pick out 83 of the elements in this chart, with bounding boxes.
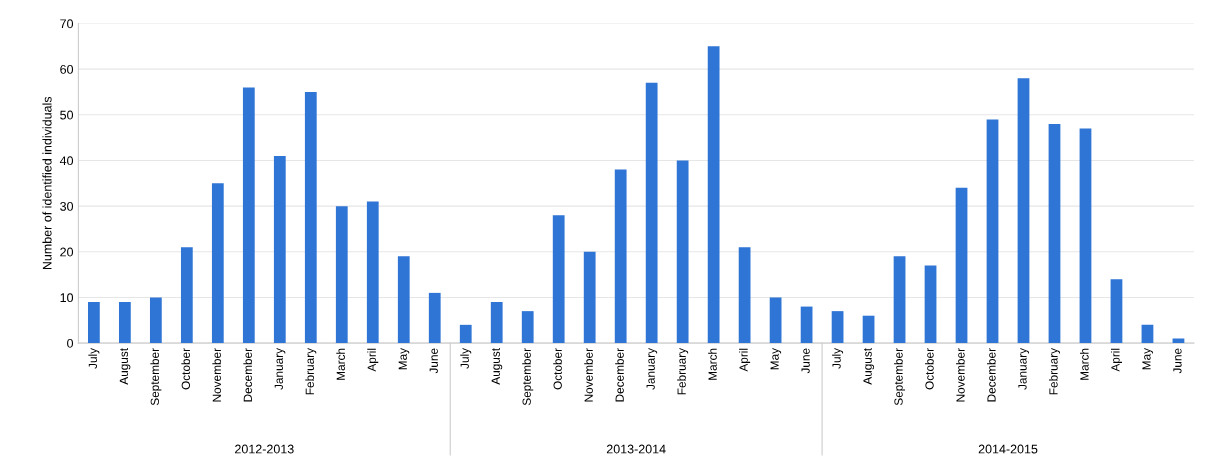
bar — [583, 251, 596, 344]
x-tick-label: June — [801, 348, 810, 374]
y-tick-label: 20 — [60, 247, 74, 257]
x-tick-label: May — [1142, 347, 1153, 370]
bar — [366, 201, 379, 344]
x-tick-label: July — [832, 347, 844, 369]
bar — [645, 82, 658, 344]
y-tick-label: 0 — [67, 338, 74, 348]
bar — [1048, 123, 1061, 344]
x-tick-label: October — [925, 348, 934, 390]
bar — [862, 315, 875, 344]
x-tick-label: January — [646, 347, 658, 390]
x-tick-label: September — [522, 348, 534, 406]
y-tick-label: 10 — [60, 293, 74, 303]
y-tick-label: 40 — [59, 156, 74, 166]
bar — [273, 155, 286, 344]
x-tick-label: February — [677, 347, 689, 395]
bar — [552, 215, 565, 344]
bar — [800, 306, 813, 344]
x-tick-label: August — [119, 348, 131, 385]
bar — [614, 169, 627, 344]
x-tick-label: April — [1110, 348, 1122, 372]
x-tick-label: December — [615, 348, 624, 402]
y-tick-label: 60 — [60, 64, 74, 74]
x-tick-label: November — [956, 348, 965, 402]
bar — [88, 302, 100, 344]
bar — [304, 91, 317, 344]
bar — [707, 46, 720, 344]
x-tick-label: December — [243, 348, 252, 402]
x-tick-label: September — [894, 348, 906, 406]
x-tick-label: May — [770, 347, 782, 370]
bar — [769, 297, 782, 344]
y-tick-label: 50 — [60, 110, 74, 120]
x-tick-label: September — [150, 348, 162, 406]
bar — [1017, 78, 1030, 344]
bar — [459, 324, 472, 344]
bar — [831, 311, 844, 344]
bar — [149, 297, 162, 344]
x-tick-label: March — [336, 348, 345, 380]
x-tick-label: April — [739, 348, 751, 372]
x-tick-label: March — [1079, 348, 1089, 380]
bar — [211, 183, 224, 344]
y-tick-label: 70 — [60, 19, 74, 29]
x-tick-label: October — [181, 348, 191, 390]
bar — [893, 256, 906, 344]
x-tick-label: June — [429, 348, 438, 374]
x-tick-label: February — [1048, 347, 1060, 395]
x-tick-label: February — [305, 347, 317, 395]
text: 2014-2015 — [978, 444, 1038, 454]
x-tick-label: January — [274, 347, 286, 390]
x-tick-label: July — [460, 347, 472, 369]
bar — [738, 247, 751, 344]
x-tick-label: December — [987, 348, 996, 402]
bar — [242, 87, 255, 344]
bar — [397, 256, 410, 344]
text: 2013-2014 — [606, 444, 666, 454]
text: 2012-2013 — [235, 444, 294, 454]
x-tick-label: March — [708, 348, 717, 380]
x-tick-label: November — [212, 348, 221, 402]
bar — [335, 206, 348, 344]
bar — [986, 119, 999, 344]
bar — [955, 187, 968, 344]
bar — [1110, 279, 1123, 344]
bar — [1141, 324, 1154, 344]
y-tick-label: 30 — [60, 201, 74, 211]
bar — [521, 311, 534, 344]
bar — [428, 292, 441, 344]
x-tick-label: April — [367, 348, 379, 372]
x-tick-label: January — [1018, 347, 1030, 390]
x-tick-label: August — [863, 348, 875, 385]
bar — [924, 265, 937, 344]
y-axis-title: Number of identified individuals — [42, 96, 52, 270]
bar — [118, 302, 131, 344]
x-tick-label: July — [88, 347, 100, 369]
bar — [676, 160, 689, 344]
bar — [1079, 128, 1092, 344]
x-tick-label: August — [491, 348, 503, 385]
bar — [180, 247, 193, 344]
x-tick-label: October — [553, 348, 562, 390]
bar — [490, 302, 503, 344]
x-tick-label: May — [398, 347, 410, 370]
x-tick-label: November — [584, 348, 593, 402]
x-tick-label: June — [1173, 348, 1182, 374]
